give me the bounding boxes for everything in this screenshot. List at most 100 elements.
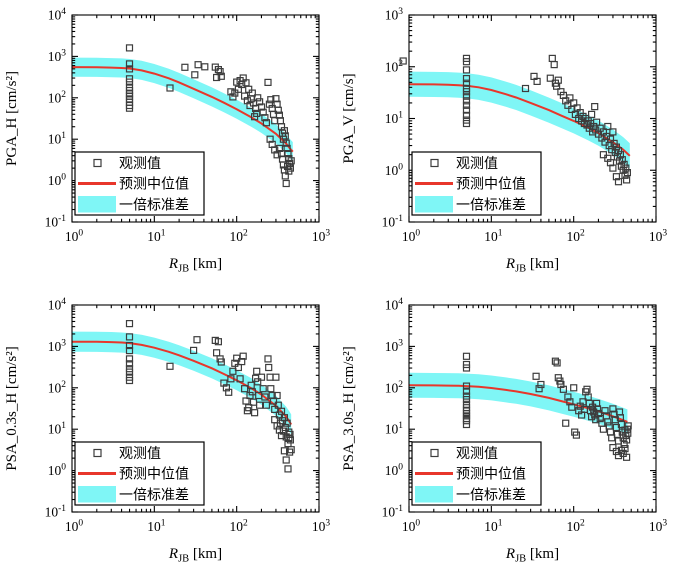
y-tick-label: 10-1 xyxy=(382,504,404,520)
x-tick-label: 101 xyxy=(147,519,166,535)
observed-point xyxy=(559,385,567,393)
observed-point xyxy=(246,391,254,400)
observed-point xyxy=(213,349,221,357)
y-tick-label: 10-1 xyxy=(382,214,404,230)
observed-point xyxy=(620,160,628,168)
median-line xyxy=(72,66,294,153)
observed-point xyxy=(589,403,597,411)
observed-point xyxy=(588,110,596,119)
y-tick-label: 103 xyxy=(48,48,67,64)
observed-point xyxy=(566,398,574,406)
observed-point xyxy=(280,127,288,135)
observed-point xyxy=(462,54,471,63)
observed-point xyxy=(568,403,576,411)
observed-point xyxy=(222,384,230,392)
observed-point xyxy=(191,71,199,79)
x-tick-label: 100 xyxy=(402,519,421,535)
observed-point xyxy=(266,373,274,381)
observed-point xyxy=(251,409,259,417)
observed-point xyxy=(125,44,134,52)
observed-point xyxy=(614,178,623,186)
observed-point xyxy=(283,144,291,152)
legend-median-label: 预测中位值 xyxy=(456,177,526,193)
y-tick-label: 103 xyxy=(385,338,404,354)
observed-point xyxy=(285,434,293,442)
observed-point xyxy=(624,422,632,430)
y-tick-label: 10-1 xyxy=(45,214,67,230)
observed-point xyxy=(286,436,294,444)
observed-point xyxy=(193,336,201,344)
x-tick-label: 103 xyxy=(312,229,331,245)
observed-point xyxy=(599,151,607,159)
observed-point xyxy=(572,431,580,439)
observed-point xyxy=(282,456,290,464)
observed-point xyxy=(533,77,541,86)
observed-point xyxy=(190,346,198,355)
observed-point xyxy=(535,385,543,393)
observed-point xyxy=(583,385,591,393)
observed-point xyxy=(616,414,624,422)
y-axis-title: PSA_3.0s_H [cm/s²] xyxy=(341,346,357,471)
y-tick-label: 100 xyxy=(48,463,67,479)
observed-point xyxy=(623,176,631,184)
observed-point xyxy=(462,392,471,400)
observed-point xyxy=(599,425,607,433)
observed-point xyxy=(623,169,631,177)
observed-point xyxy=(462,352,471,360)
observed-point xyxy=(273,391,281,400)
y-tick-label: 102 xyxy=(48,380,67,396)
observed-point xyxy=(462,84,471,93)
x-tick-label: 102 xyxy=(567,229,586,245)
y-tick-label: 101 xyxy=(48,421,67,437)
observed-point xyxy=(201,63,209,71)
y-tick-label: 102 xyxy=(385,380,404,396)
observed-point xyxy=(614,147,623,155)
observed-point xyxy=(593,118,601,126)
observed-point xyxy=(217,358,225,366)
observed-points xyxy=(462,352,632,461)
sigma-band xyxy=(409,71,630,169)
observed-point xyxy=(553,359,561,367)
observed-point xyxy=(125,365,134,373)
observed-point xyxy=(257,103,266,111)
observed-point xyxy=(267,385,275,393)
observed-point xyxy=(548,54,556,63)
observed-point xyxy=(125,320,134,328)
legend-observed-marker xyxy=(93,448,102,458)
plot-area xyxy=(72,57,294,162)
observed-point xyxy=(125,346,134,355)
y-tick-label: 102 xyxy=(48,90,67,106)
legend-sigma-sample xyxy=(415,486,453,503)
observed-point xyxy=(621,445,629,453)
observed-point xyxy=(462,420,471,429)
observed-point xyxy=(253,367,261,375)
observed-point xyxy=(261,393,269,401)
legend-sigma-sample xyxy=(78,486,116,503)
observed-point xyxy=(229,367,237,375)
observed-point xyxy=(264,355,272,363)
legend-sigma-label: 一倍标准差 xyxy=(119,198,189,214)
observed-point xyxy=(125,355,134,363)
observed-point xyxy=(462,400,471,408)
observed-point xyxy=(610,139,618,147)
y-axis-title: PGA_V [cm/s] xyxy=(341,73,357,163)
legend-observed-label: 观测值 xyxy=(119,446,161,462)
y-axis-title: PGA_H [cm/s²] xyxy=(4,71,20,166)
observed-point xyxy=(593,405,602,413)
observed-point xyxy=(125,75,134,83)
legend-median-label: 预测中位值 xyxy=(119,177,189,193)
observed-point xyxy=(242,397,250,405)
x-axis-title: RJB [km] xyxy=(505,546,559,565)
plot-frame xyxy=(71,14,320,223)
observed-point xyxy=(257,373,266,381)
observed-point xyxy=(248,388,256,396)
observed-point xyxy=(245,404,253,412)
observed-points xyxy=(125,44,295,188)
observed-point xyxy=(245,85,253,93)
observed-point xyxy=(462,387,471,395)
